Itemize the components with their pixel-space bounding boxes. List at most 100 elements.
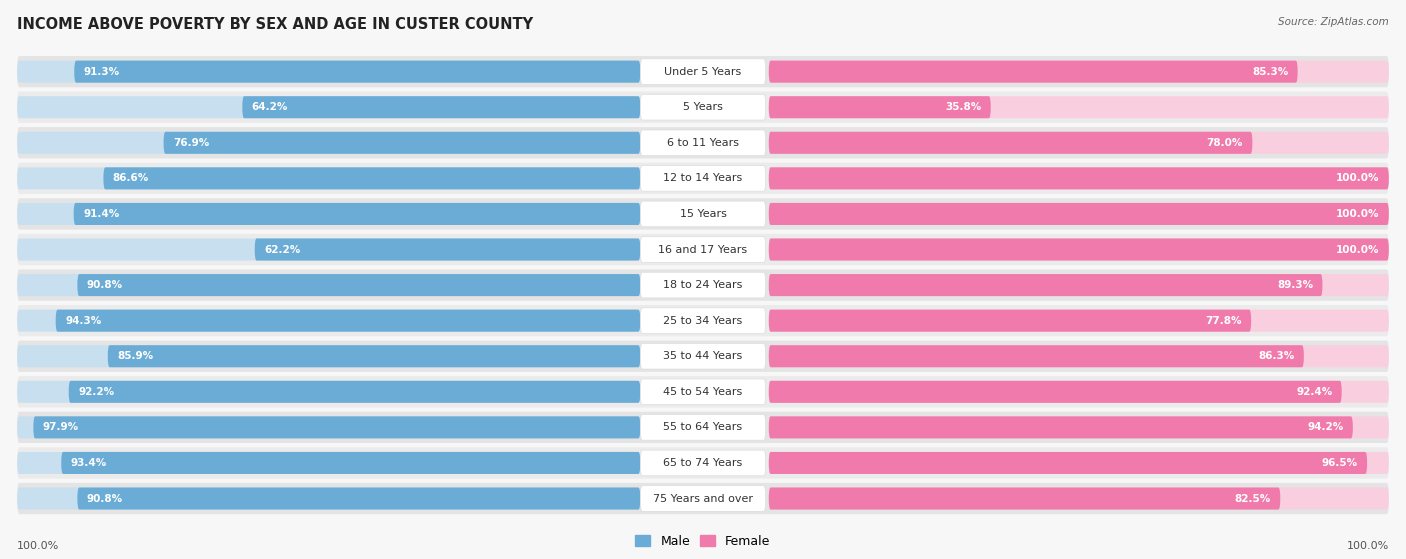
FancyBboxPatch shape xyxy=(769,60,1298,83)
FancyBboxPatch shape xyxy=(163,132,640,154)
FancyBboxPatch shape xyxy=(769,310,1251,331)
FancyBboxPatch shape xyxy=(17,96,637,119)
Text: Under 5 Years: Under 5 Years xyxy=(665,67,741,77)
Text: 35.8%: 35.8% xyxy=(945,102,981,112)
FancyBboxPatch shape xyxy=(77,487,640,510)
Text: 86.3%: 86.3% xyxy=(1258,351,1295,361)
FancyBboxPatch shape xyxy=(640,272,766,298)
Text: 35 to 44 Years: 35 to 44 Years xyxy=(664,351,742,361)
FancyBboxPatch shape xyxy=(640,415,766,440)
Text: 96.5%: 96.5% xyxy=(1322,458,1358,468)
FancyBboxPatch shape xyxy=(69,381,640,403)
FancyBboxPatch shape xyxy=(769,203,1389,225)
FancyBboxPatch shape xyxy=(769,381,1389,403)
FancyBboxPatch shape xyxy=(108,345,640,367)
FancyBboxPatch shape xyxy=(769,167,1389,190)
FancyBboxPatch shape xyxy=(769,60,1389,83)
FancyBboxPatch shape xyxy=(17,132,637,154)
FancyBboxPatch shape xyxy=(17,167,637,190)
FancyBboxPatch shape xyxy=(75,60,640,83)
Text: 100.0%: 100.0% xyxy=(1336,244,1379,254)
FancyBboxPatch shape xyxy=(769,239,1389,260)
FancyBboxPatch shape xyxy=(17,381,637,403)
FancyBboxPatch shape xyxy=(769,96,1389,119)
FancyBboxPatch shape xyxy=(62,452,640,474)
Text: 90.8%: 90.8% xyxy=(87,494,122,504)
FancyBboxPatch shape xyxy=(640,201,766,227)
FancyBboxPatch shape xyxy=(769,132,1253,154)
FancyBboxPatch shape xyxy=(769,96,991,119)
Text: 65 to 74 Years: 65 to 74 Years xyxy=(664,458,742,468)
FancyBboxPatch shape xyxy=(640,486,766,511)
FancyBboxPatch shape xyxy=(769,203,1389,225)
Text: 85.3%: 85.3% xyxy=(1251,67,1288,77)
Text: 89.3%: 89.3% xyxy=(1277,280,1313,290)
FancyBboxPatch shape xyxy=(104,167,640,190)
FancyBboxPatch shape xyxy=(17,92,1389,123)
FancyBboxPatch shape xyxy=(34,416,640,438)
FancyBboxPatch shape xyxy=(640,59,766,84)
Text: 6 to 11 Years: 6 to 11 Years xyxy=(666,138,740,148)
FancyBboxPatch shape xyxy=(17,127,1389,158)
FancyBboxPatch shape xyxy=(17,310,637,331)
Text: 15 Years: 15 Years xyxy=(679,209,727,219)
FancyBboxPatch shape xyxy=(769,310,1389,331)
Text: 100.0%: 100.0% xyxy=(1336,173,1379,183)
FancyBboxPatch shape xyxy=(640,308,766,334)
FancyBboxPatch shape xyxy=(769,167,1389,190)
Text: 92.4%: 92.4% xyxy=(1296,387,1333,397)
FancyBboxPatch shape xyxy=(769,345,1303,367)
Text: 91.4%: 91.4% xyxy=(83,209,120,219)
FancyBboxPatch shape xyxy=(17,56,1389,87)
Text: 76.9%: 76.9% xyxy=(173,138,209,148)
FancyBboxPatch shape xyxy=(769,274,1323,296)
Text: 18 to 24 Years: 18 to 24 Years xyxy=(664,280,742,290)
FancyBboxPatch shape xyxy=(17,239,637,260)
Text: Source: ZipAtlas.com: Source: ZipAtlas.com xyxy=(1278,17,1389,27)
FancyBboxPatch shape xyxy=(17,198,1389,230)
FancyBboxPatch shape xyxy=(769,274,1389,296)
FancyBboxPatch shape xyxy=(769,381,1341,403)
FancyBboxPatch shape xyxy=(640,165,766,191)
FancyBboxPatch shape xyxy=(254,239,640,260)
FancyBboxPatch shape xyxy=(769,452,1389,474)
FancyBboxPatch shape xyxy=(769,416,1389,438)
Text: 100.0%: 100.0% xyxy=(17,541,59,551)
Text: 92.2%: 92.2% xyxy=(79,387,114,397)
Text: 90.8%: 90.8% xyxy=(87,280,122,290)
FancyBboxPatch shape xyxy=(17,412,1389,443)
Text: 12 to 14 Years: 12 to 14 Years xyxy=(664,173,742,183)
FancyBboxPatch shape xyxy=(56,310,640,331)
Text: 100.0%: 100.0% xyxy=(1336,209,1379,219)
FancyBboxPatch shape xyxy=(17,452,637,474)
FancyBboxPatch shape xyxy=(769,452,1367,474)
FancyBboxPatch shape xyxy=(640,450,766,476)
FancyBboxPatch shape xyxy=(17,234,1389,265)
FancyBboxPatch shape xyxy=(640,343,766,369)
Text: 91.3%: 91.3% xyxy=(84,67,120,77)
Text: 78.0%: 78.0% xyxy=(1206,138,1243,148)
FancyBboxPatch shape xyxy=(73,203,640,225)
FancyBboxPatch shape xyxy=(640,236,766,262)
FancyBboxPatch shape xyxy=(242,96,640,119)
FancyBboxPatch shape xyxy=(17,305,1389,337)
FancyBboxPatch shape xyxy=(17,274,637,296)
FancyBboxPatch shape xyxy=(769,487,1389,510)
FancyBboxPatch shape xyxy=(640,94,766,120)
Text: 94.3%: 94.3% xyxy=(65,316,101,326)
FancyBboxPatch shape xyxy=(17,447,1389,479)
FancyBboxPatch shape xyxy=(17,60,637,83)
FancyBboxPatch shape xyxy=(769,416,1353,438)
FancyBboxPatch shape xyxy=(77,274,640,296)
FancyBboxPatch shape xyxy=(769,487,1281,510)
FancyBboxPatch shape xyxy=(17,345,637,367)
Text: 97.9%: 97.9% xyxy=(42,423,79,432)
Text: 77.8%: 77.8% xyxy=(1205,316,1241,326)
FancyBboxPatch shape xyxy=(17,340,1389,372)
Text: 82.5%: 82.5% xyxy=(1234,494,1271,504)
Text: 85.9%: 85.9% xyxy=(117,351,153,361)
Text: 94.2%: 94.2% xyxy=(1308,423,1344,432)
Text: 45 to 54 Years: 45 to 54 Years xyxy=(664,387,742,397)
FancyBboxPatch shape xyxy=(17,203,637,225)
Text: 25 to 34 Years: 25 to 34 Years xyxy=(664,316,742,326)
